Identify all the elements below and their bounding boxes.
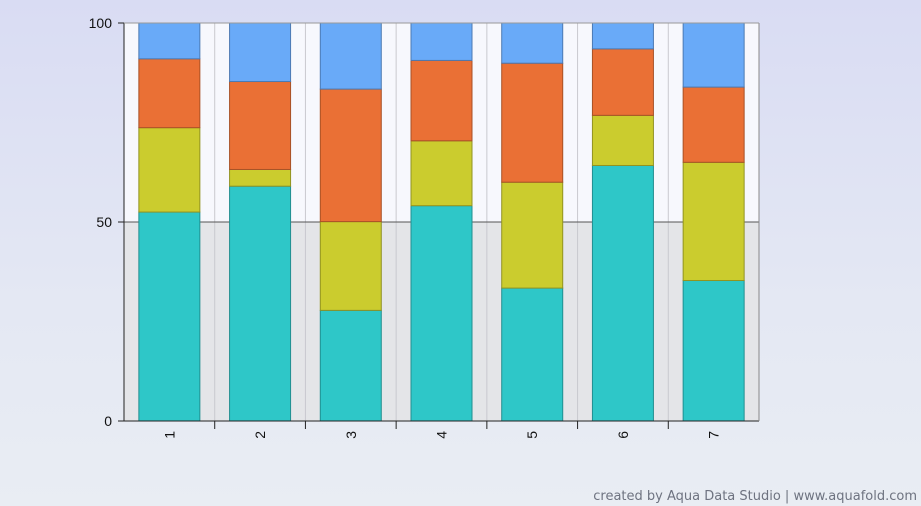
bar-segment [319, 88, 382, 223]
bar-segment [229, 185, 292, 422]
bar-segment [410, 22, 473, 61]
bar-segment [229, 168, 292, 187]
x-tick-label: 6 [615, 431, 631, 439]
y-tick-label: 0 [104, 413, 112, 429]
bar-segment [591, 164, 654, 422]
credit-text: created by Aqua Data Studio | www.aquafo… [593, 489, 917, 504]
bar-segment [229, 22, 292, 83]
bar-segment [410, 140, 473, 207]
bar-segment [319, 221, 382, 311]
x-tick-label: 2 [252, 431, 268, 439]
bar-segment [501, 287, 564, 422]
bar-segment [138, 22, 201, 60]
bar-segment [682, 22, 745, 88]
bar-segment [501, 22, 564, 64]
bar-segment [501, 62, 564, 183]
y-tick-label: 50 [96, 214, 112, 230]
bar-segment [682, 161, 745, 282]
bar-segment [410, 205, 473, 422]
bar-segment [682, 86, 745, 163]
bar-segment [229, 81, 292, 170]
bar-segment [138, 127, 201, 213]
x-tick-label: 1 [161, 431, 177, 439]
bar-segment [591, 48, 654, 116]
bar-segment [319, 309, 382, 422]
x-tick-label: 5 [524, 431, 540, 439]
bar-segment [682, 280, 745, 422]
y-axis-ticks: 0 50 100 [89, 15, 124, 429]
bar-segment [138, 58, 201, 129]
y-tick-label: 100 [89, 15, 113, 31]
x-axis-ticks: 1 2 3 4 5 6 7 [161, 421, 722, 439]
x-tick-label: 4 [434, 431, 450, 439]
bar-segment [591, 22, 654, 50]
bar-segment [319, 22, 382, 90]
x-tick-label: 7 [706, 431, 722, 439]
bar-segment [591, 114, 654, 166]
x-tick-label: 3 [343, 431, 359, 439]
bar-segment [501, 181, 564, 289]
bar-segment [138, 211, 201, 422]
bars [138, 22, 745, 422]
bar-segment [410, 59, 473, 142]
